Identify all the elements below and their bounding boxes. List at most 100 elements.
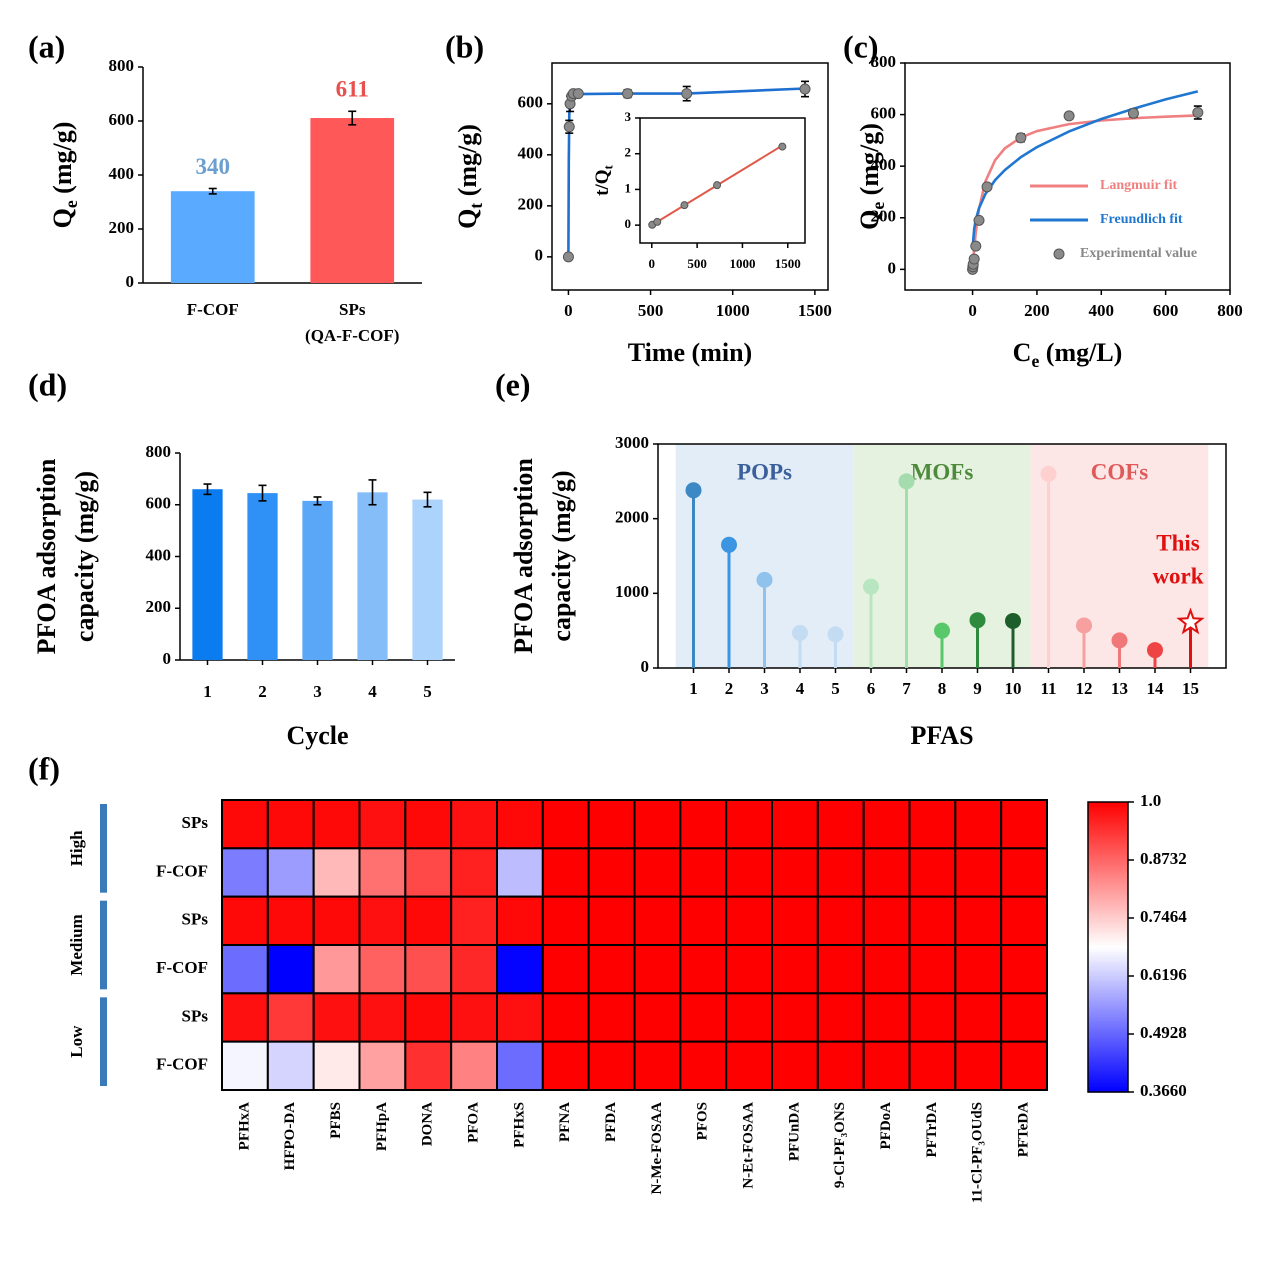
y-axis-label-part: capacity (mg/g) [547,470,576,641]
y-tick-label: 200 [518,195,544,214]
heatmap-cell [404,847,453,898]
colorbar-slice [1088,913,1128,917]
x-tick-label: 5 [831,679,840,698]
colorbar-slice [1088,1075,1128,1079]
y-axis-label: Qt (mg/g) [453,124,486,229]
star-marker [1176,607,1205,635]
data-point [968,253,980,265]
y-tick-label: 2 [625,145,632,160]
y-tick-label: 0 [888,258,897,277]
colorbar-slice [1088,816,1128,820]
colorbar-slice [1088,802,1128,806]
heatmap-cell [358,1040,407,1091]
heatmap-cell [771,1040,819,1091]
row-label: F-COF [156,861,208,880]
y-axis-label-part: Q [48,208,77,228]
colorbar-slice [1088,947,1128,951]
x-tick-label: 4 [368,682,377,701]
column-label: N-Me-FOSAA [649,1102,665,1195]
heatmap-cell [221,1040,269,1091]
colorbar-tick-label: 0.8732 [1140,849,1187,868]
heatmap-cell [450,799,498,850]
x-tick-label: 800 [1217,301,1243,320]
colorbar-slice [1088,855,1128,859]
heatmap-cell [954,799,1003,850]
y-tick-label: 1000 [615,582,649,601]
y-tick-label: 0 [163,649,172,668]
heatmap-cell [954,1040,1003,1091]
legend-label: Langmuir fit [1100,178,1177,193]
x-tick-label: 0 [649,256,656,271]
colorbar-slice [1088,915,1128,919]
y-axis-label-part: (mg/g) [453,124,482,203]
heatmap-cell [816,847,865,898]
colorbar-slice [1088,968,1128,972]
colorbar-slice [1088,1024,1128,1028]
colorbar-slice [1088,939,1128,943]
heatmap-cell [496,992,544,1043]
x-axis-label-part: C [1013,338,1032,367]
colorbar-slice [1088,910,1128,914]
y-tick-label: 0 [641,657,650,676]
colorbar-slice [1088,826,1128,830]
data-point [981,181,993,193]
x-tick-label: 1500 [798,301,832,320]
heatmap-cell [679,895,728,947]
heatmap-cell [679,847,728,898]
y-axis-label-part: capacity (mg/g) [70,471,99,642]
column-label: HFPO-DA [282,1102,298,1170]
colorbar-slice [1088,857,1128,861]
y-axis-label: t/Qt [592,164,615,195]
colorbar-slice [1088,990,1128,994]
heatmap-cell [908,1040,957,1091]
heatmap-cell [587,895,636,947]
lollipop-head [934,622,950,639]
column-label: PFTeDA [1016,1102,1032,1157]
y-tick-label: 0 [625,216,632,231]
plot-frame [904,62,1231,291]
heatmap-cell [312,944,361,995]
heatmap-cell [587,1040,636,1091]
heatmap-cell [633,847,682,898]
heatmap-cell [679,944,728,995]
heatmap-cell [312,992,361,1043]
y-tick-label: 200 [871,207,897,226]
heatmap-cell [587,847,636,898]
y-tick-label: 400 [146,545,172,564]
colorbar-slice [1088,1005,1128,1009]
colorbar-slice [1088,845,1128,849]
x-tick-label: SPs [339,300,366,319]
colorbar-slice [1088,985,1128,989]
panel-label: (e) [495,366,531,402]
y-axis-label-part: t [601,164,616,169]
colorbar-slice [1088,1036,1128,1040]
colorbar-tick-label: 0.6196 [1140,965,1187,984]
lollipop-head [685,482,702,499]
y-axis-label: PFOA adsorption [32,458,61,654]
y-axis-label-part: e [61,200,81,208]
x-tick-label: 1500 [775,256,801,271]
y-tick-label: 0 [126,272,135,291]
x-tick-label: 0 [968,301,977,320]
column-label: PFHpA [374,1102,390,1151]
colorbar-slice [1088,1038,1128,1042]
colorbar-slice [1088,850,1128,854]
data-point [680,201,689,210]
colorbar-slice [1088,818,1128,822]
heatmap-cell [358,992,407,1043]
heatmap-cell [954,992,1003,1043]
colorbar-slice [1088,1058,1128,1062]
heatmap-cell [862,944,911,995]
heatmap-cell [358,944,407,995]
heatmap-cell [221,944,269,995]
heatmap-cell [816,992,865,1043]
x-axis-label-part: Cycle [286,721,348,750]
column-label: DONA [420,1102,436,1146]
y-axis-label-part: PFOA adsorption [509,458,538,654]
colorbar-slice [1088,835,1128,839]
panel-label: (a) [28,28,65,64]
heatmap-cell [541,799,590,850]
colorbar-slice [1088,905,1128,909]
heatmap-cell [771,799,819,850]
bar [302,500,333,660]
